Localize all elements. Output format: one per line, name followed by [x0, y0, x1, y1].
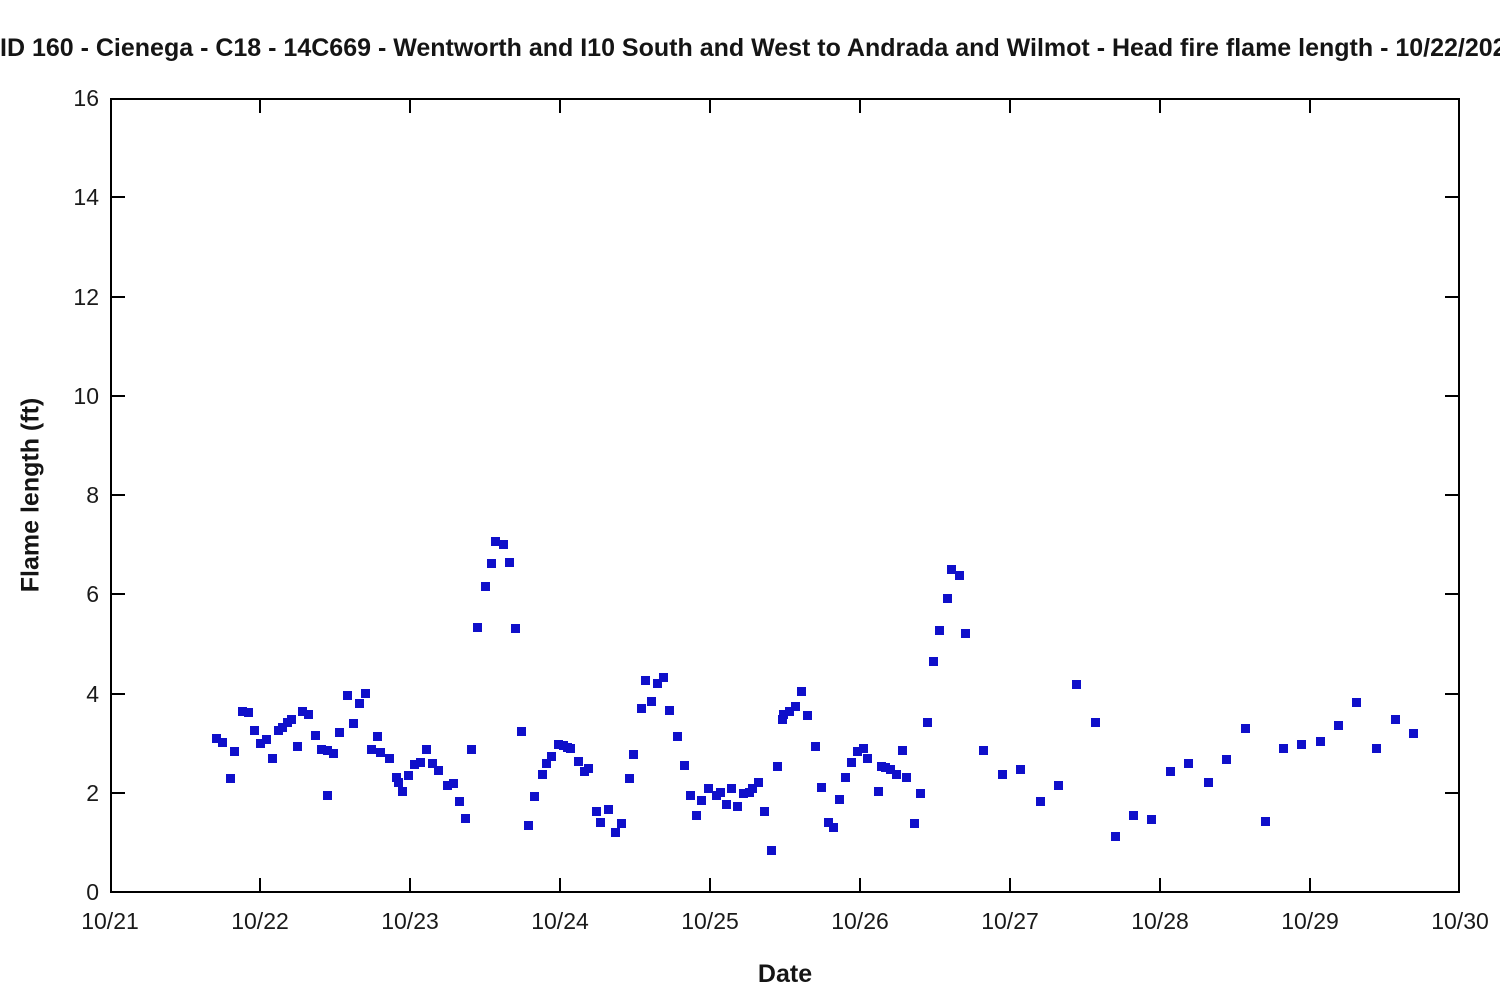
x-tick-label: 10/27 [981, 908, 1039, 934]
y-tick-label: 4 [86, 680, 99, 707]
x-tick-label: 10/23 [381, 908, 439, 934]
x-tick-label: 10/28 [1131, 908, 1189, 934]
y-tick-label: 14 [73, 184, 99, 211]
y-tick-label: 2 [86, 779, 99, 806]
x-tick-label: 10/25 [681, 908, 739, 934]
x-tick-label: 10/26 [831, 908, 889, 934]
x-tick-label: 10/22 [231, 908, 289, 934]
x-axis-label: Date [757, 960, 813, 988]
y-tick-label: 0 [86, 879, 99, 905]
x-tick-label: 10/24 [531, 908, 589, 934]
x-tick-label: 10/21 [81, 908, 139, 934]
x-tick-label: 10/29 [1281, 908, 1339, 934]
chart-title: ID 160 - Cienega - C18 - 14C669 - Wentwo… [0, 34, 1500, 62]
y-axis-label: Flame length (ft) [16, 397, 45, 593]
x-tick-label: 10/30 [1431, 908, 1489, 934]
y-tick-label: 12 [73, 283, 99, 310]
plot-area [110, 98, 1460, 893]
y-tick-label: 16 [73, 85, 99, 111]
